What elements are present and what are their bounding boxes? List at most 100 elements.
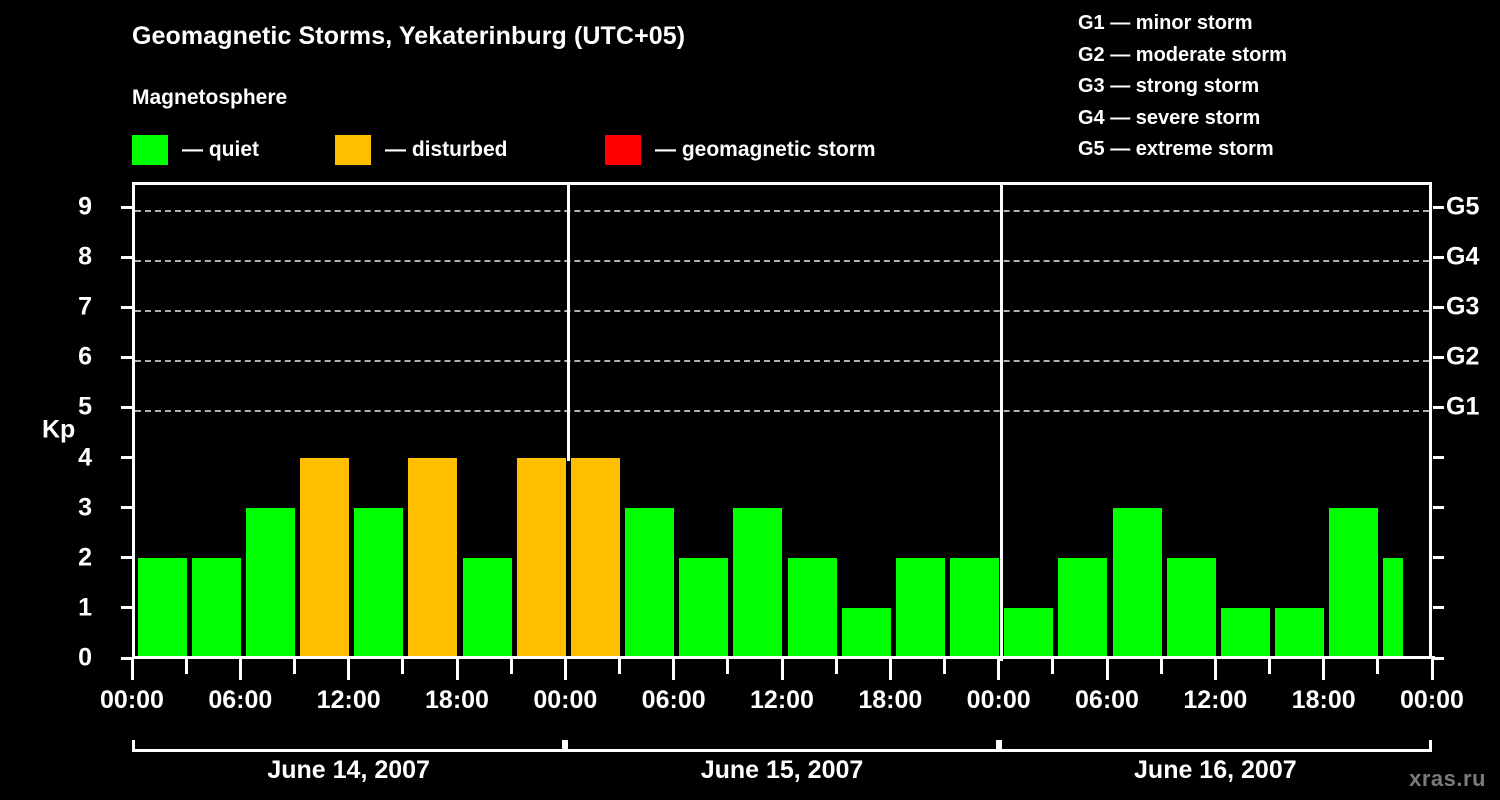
y-tick-right [1433,506,1444,510]
bar-kp[interactable] [1004,607,1054,658]
x-tick [455,658,459,680]
y-tick-label: 0 [78,643,92,672]
bar-kp[interactable] [1112,507,1162,658]
x-tick-label: 00:00 [1400,686,1464,714]
bar-kp[interactable] [462,557,512,658]
storm-scale-g4: G4 — severe storm [1078,106,1261,129]
g-scale-tick-label: G3 [1446,292,1480,321]
bar-kp[interactable] [1275,607,1325,658]
x-tick [130,658,134,680]
g-scale-tick-label: G2 [1446,342,1480,371]
y-tick-right [1433,305,1444,309]
y-tick [121,205,132,209]
bar-kp[interactable] [1058,557,1108,658]
bar-kp[interactable] [137,557,187,658]
y-tick [121,355,132,359]
y-tick-right [1433,255,1444,259]
y-tick-right [1433,556,1444,560]
gridline-kp-7 [135,310,1429,313]
bar-kp[interactable] [408,457,458,658]
storm-scale-g1: G1 — minor storm [1078,12,1253,34]
legend-item-disturbed: — disturbed [335,134,508,166]
bar-kp[interactable] [354,507,404,658]
bar-kp[interactable] [787,557,837,658]
day-label: June 15, 2007 [700,756,864,784]
bar-kp[interactable] [679,557,729,658]
bar-kp[interactable] [516,457,566,658]
bar-kp[interactable] [300,457,350,658]
day-divider-1 [566,185,570,461]
g-scale-tick-label: G4 [1446,242,1480,271]
x-tick [834,658,838,674]
x-tick [997,658,1001,680]
bar-kp[interactable] [733,507,783,658]
bar-kp[interactable] [245,507,295,658]
bar-kp[interactable] [1383,557,1404,658]
chart-subtitle: Magnetosphere [132,86,288,109]
y-tick [121,255,132,259]
x-tick [672,658,676,680]
y-tick-label: 7 [78,292,92,321]
bar-kp[interactable] [895,557,945,658]
bar-kp[interactable] [1220,607,1270,658]
x-tick [1105,658,1109,680]
gridline-kp-8 [135,260,1429,263]
x-tick-label: 12:00 [316,686,381,714]
legend-item-quiet: — quiet [132,134,259,166]
y-tick-label: 6 [78,342,92,371]
x-tick [401,658,405,674]
x-tick-label: 12:00 [750,686,814,714]
y-tick [121,405,132,409]
legend-swatch-disturbed-icon [335,135,371,165]
x-tick [888,658,892,680]
y-tick-right [1433,656,1444,660]
y-tick [121,506,132,510]
y-tick-right [1433,606,1444,610]
y-tick-label: 4 [78,443,92,472]
day-divider-2 [1000,185,1004,661]
y-tick-right [1433,456,1444,460]
bar-kp[interactable] [841,607,891,658]
bar-kp[interactable] [1166,557,1216,658]
x-tick-label: 00:00 [966,686,1031,714]
y-axis-title: Kp [42,415,76,444]
x-tick-label: 18:00 [425,686,489,714]
bar-kp[interactable] [191,557,241,658]
day-bracket [998,740,1432,752]
legend-swatch-quiet-icon [132,135,168,165]
y-tick-label: 8 [78,242,92,271]
x-tick-label: 18:00 [858,686,923,714]
bar-kp[interactable] [625,507,675,658]
legend-label-disturbed: — disturbed [385,138,508,161]
x-tick [726,658,730,674]
y-tick-right [1433,205,1444,209]
gridline-kp-5 [135,410,1429,413]
page-title: Geomagnetic Storms, Yekaterinburg (UTC+0… [132,22,686,50]
x-tick [780,658,784,680]
x-tick-label: 12:00 [1183,686,1248,714]
gridline-kp-9 [135,210,1429,213]
storm-scale-legend: G1 — minor storm G2 — moderate storm G3 — … [1078,8,1287,166]
y-tick [121,556,132,560]
x-tick-label: 06:00 [1075,686,1139,714]
x-tick [1268,658,1271,674]
bar-kp[interactable] [1329,507,1379,658]
legend-label-geomagnetic-storm: — geomagnetic storm [655,138,876,161]
y-tick-label: 2 [78,543,92,572]
y-tick-label: 1 [78,593,92,622]
x-tick-label: 18:00 [1291,686,1356,714]
x-tick [1051,658,1055,674]
day-bracket [132,740,566,752]
x-tick-label: 06:00 [641,686,706,714]
bar-kp[interactable] [950,557,1000,658]
x-tick [563,658,567,680]
x-tick [347,658,351,680]
x-tick-label: 06:00 [208,686,273,714]
bar-kp[interactable] [570,457,620,658]
y-tick [121,606,132,610]
x-tick [1159,658,1163,674]
x-tick-label: 00:00 [533,686,598,714]
day-bracket [565,740,999,752]
x-tick [509,658,513,674]
